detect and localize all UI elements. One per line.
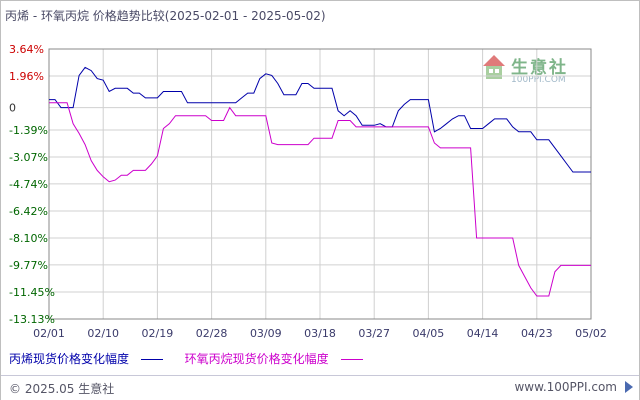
- footer: © 2025.05 生意社 www.100PPI.com: [1, 375, 639, 400]
- x-tick-label: 02/01: [33, 327, 65, 340]
- y-tick-label: 3.64%: [9, 43, 44, 56]
- series-line-2: [49, 102, 591, 297]
- y-tick-labels: 3.64% 1.96% 0 -1.39% -3.07% -4.74% -6.42% -8.10…: [9, 43, 55, 326]
- y-tick-label: -4.74%: [9, 178, 48, 191]
- x-tick-label: 03/18: [304, 327, 336, 340]
- x-tick-label: 02/28: [196, 327, 228, 340]
- legend-label-series1: 丙烯现货价格变化幅度: [9, 352, 130, 366]
- footer-copyright: © 2025.05 生意社: [9, 382, 115, 396]
- grid: [48, 48, 592, 320]
- x-tick-label: 03/27: [358, 327, 390, 340]
- y-tick-label: -11.45%: [9, 286, 55, 299]
- x-tick-label: 04/14: [467, 327, 499, 340]
- x-tick-label: 05/02: [575, 327, 607, 340]
- y-tick-label: -9.77%: [9, 259, 48, 272]
- watermark-logo: 生意社 100PPI.COM: [481, 53, 581, 93]
- y-tick-label: 1.96%: [9, 70, 44, 83]
- chart-title: 丙烯 - 环氧丙烷 价格趋势比较(2025-02-01 - 2025-05-02…: [5, 9, 326, 23]
- watermark-url: 100PPI.COM: [511, 75, 566, 85]
- y-tick-label: -3.07%: [9, 151, 48, 164]
- arrow-right-icon[interactable]: [625, 381, 633, 393]
- x-tick-label: 03/09: [250, 327, 282, 340]
- watermark-name: 生意社: [511, 58, 568, 78]
- x-tick-label: 04/05: [413, 327, 445, 340]
- legend-swatch-series2: [340, 359, 363, 360]
- legend-item-series1: 丙烯现货价格变化幅度: [9, 350, 163, 367]
- plot-border: [48, 48, 592, 320]
- legend-swatch-series1: [140, 359, 163, 360]
- y-tick-label: -13.13%: [9, 313, 55, 326]
- series-lines: [49, 66, 591, 297]
- legend: 丙烯现货价格变化幅度 环氧丙烷现货价格变化幅度: [9, 350, 381, 367]
- x-tick-labels: 02/01 02/10 02/19 02/28 03/09 03/18 03/27 04/05…: [33, 327, 607, 340]
- y-tick-label: -8.10%: [9, 232, 48, 245]
- x-tick-label: 02/19: [142, 327, 174, 340]
- series-line-1: [49, 66, 591, 173]
- legend-label-series2: 环氧丙烷现货价格变化幅度: [184, 352, 329, 366]
- x-tick-label: 04/23: [521, 327, 553, 340]
- y-tick-label: 0: [9, 102, 16, 115]
- footer-site-link[interactable]: www.100PPI.com: [514, 380, 617, 394]
- legend-item-series2: 环氧丙烷现货价格变化幅度: [185, 350, 363, 367]
- x-tick-label: 02/10: [87, 327, 119, 340]
- y-tick-label: -6.42%: [9, 205, 48, 218]
- y-tick-label: -1.39%: [9, 124, 48, 137]
- axes: [48, 48, 592, 320]
